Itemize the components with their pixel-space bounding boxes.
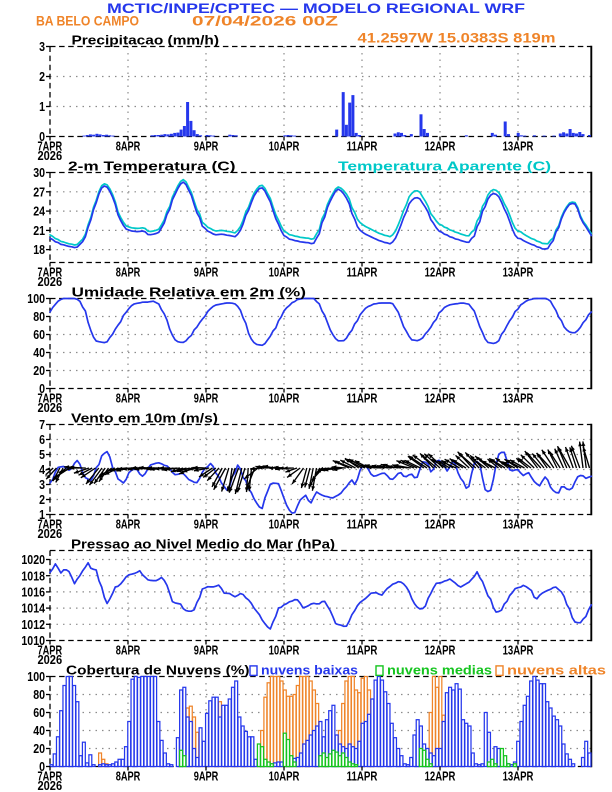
svg-text:3: 3	[39, 40, 45, 54]
svg-text:2026: 2026	[38, 275, 63, 289]
svg-text:Vento em 10m (m/s): Vento em 10m (m/s)	[71, 411, 218, 426]
svg-text:80: 80	[33, 688, 45, 702]
svg-text:24: 24	[33, 205, 45, 219]
svg-text:MCTIC/INPE/CPTEC — MODELO REGI: MCTIC/INPE/CPTEC — MODELO REGIONAL WRF	[107, 1, 525, 17]
svg-text:13APR: 13APR	[503, 391, 534, 405]
svg-text:11APR: 11APR	[347, 769, 378, 783]
svg-text:13APR: 13APR	[503, 769, 534, 783]
svg-text:7APR: 7APR	[38, 769, 63, 783]
svg-text:nuvens altas: nuvens altas	[507, 663, 606, 678]
svg-text:0: 0	[39, 130, 45, 144]
svg-text:12APR: 12APR	[425, 265, 456, 279]
svg-text:2026: 2026	[38, 149, 63, 163]
svg-text:40: 40	[33, 346, 45, 360]
svg-text:20: 20	[33, 742, 45, 756]
svg-text:10APR: 10APR	[269, 643, 300, 657]
svg-text:5: 5	[39, 448, 45, 462]
svg-text:13APR: 13APR	[503, 139, 534, 153]
svg-text:Cobertura de Nuvens (%): Cobertura de Nuvens (%)	[66, 663, 250, 678]
svg-text:11APR: 11APR	[347, 265, 378, 279]
svg-text:7: 7	[39, 418, 45, 432]
svg-text:9APR: 9APR	[194, 517, 219, 531]
svg-text:40: 40	[33, 724, 45, 738]
svg-text:Umidade Relativa em 2m (%): Umidade Relativa em 2m (%)	[72, 285, 307, 300]
svg-text:10APR: 10APR	[269, 139, 300, 153]
svg-text:30: 30	[33, 166, 45, 180]
svg-text:9APR: 9APR	[194, 265, 219, 279]
svg-text:8APR: 8APR	[116, 517, 141, 531]
svg-text:1014: 1014	[21, 602, 45, 616]
svg-text:Precipitacao (mm/h): Precipitacao (mm/h)	[72, 33, 220, 48]
svg-text:2026: 2026	[38, 653, 63, 667]
svg-text:12APR: 12APR	[425, 769, 456, 783]
svg-text:nuvens medias: nuvens medias	[387, 663, 492, 678]
svg-text:18: 18	[33, 243, 45, 257]
svg-text:60: 60	[33, 706, 45, 720]
svg-text:2-m Temperatura (C): 2-m Temperatura (C)	[68, 159, 236, 174]
svg-text:10APR: 10APR	[269, 769, 300, 783]
svg-text:11APR: 11APR	[347, 643, 378, 657]
svg-text:27: 27	[33, 185, 45, 199]
svg-text:1016: 1016	[21, 586, 45, 600]
svg-text:Temperatura Aparente (C): Temperatura Aparente (C)	[338, 159, 551, 174]
svg-text:12APR: 12APR	[425, 391, 456, 405]
svg-text:11APR: 11APR	[347, 517, 378, 531]
svg-text:1018: 1018	[21, 569, 45, 583]
svg-text:9APR: 9APR	[194, 643, 219, 657]
svg-text:7APR: 7APR	[38, 391, 63, 405]
svg-text:6: 6	[39, 433, 45, 447]
svg-text:10APR: 10APR	[269, 517, 300, 531]
svg-text:1: 1	[39, 508, 45, 522]
svg-text:8APR: 8APR	[116, 643, 141, 657]
svg-text:7APR: 7APR	[38, 643, 63, 657]
svg-text:2026: 2026	[38, 401, 63, 415]
svg-text:12APR: 12APR	[425, 517, 456, 531]
svg-text:BA BELO CAMPO: BA BELO CAMPO	[36, 14, 139, 29]
svg-text:3: 3	[39, 478, 45, 492]
svg-text:9APR: 9APR	[194, 391, 219, 405]
svg-text:9APR: 9APR	[194, 769, 219, 783]
svg-text:10APR: 10APR	[269, 391, 300, 405]
svg-text:10APR: 10APR	[269, 265, 300, 279]
svg-text:13APR: 13APR	[503, 643, 534, 657]
svg-text:60: 60	[33, 328, 45, 342]
svg-text:2: 2	[39, 493, 45, 507]
svg-text:1020: 1020	[21, 553, 45, 567]
svg-text:4: 4	[39, 463, 45, 477]
svg-text:21: 21	[33, 224, 45, 238]
svg-text:2026: 2026	[38, 527, 63, 541]
svg-text:20: 20	[33, 364, 45, 378]
svg-text:1010: 1010	[21, 634, 45, 648]
svg-text:12APR: 12APR	[425, 643, 456, 657]
svg-text:8APR: 8APR	[116, 769, 141, 783]
svg-text:1012: 1012	[21, 618, 45, 632]
svg-text:41.2597W 15.0383S 819m: 41.2597W 15.0383S 819m	[358, 30, 556, 45]
svg-text:13APR: 13APR	[503, 265, 534, 279]
svg-text:100: 100	[27, 292, 45, 306]
svg-text:07/04/2026 00Z: 07/04/2026 00Z	[192, 14, 338, 29]
svg-text:0: 0	[39, 382, 45, 396]
svg-text:2026: 2026	[38, 779, 63, 792]
svg-text:1: 1	[39, 100, 45, 114]
svg-text:100: 100	[27, 670, 45, 684]
svg-text:8APR: 8APR	[116, 265, 141, 279]
svg-text:0: 0	[39, 760, 45, 774]
svg-text:7APR: 7APR	[38, 139, 63, 153]
svg-text:7APR: 7APR	[38, 265, 63, 279]
svg-text:13APR: 13APR	[503, 517, 534, 531]
svg-text:11APR: 11APR	[347, 139, 378, 153]
svg-text:nuvens baixas: nuvens baixas	[261, 663, 358, 678]
svg-text:11APR: 11APR	[347, 391, 378, 405]
svg-text:2: 2	[39, 70, 45, 84]
svg-text:9APR: 9APR	[194, 139, 219, 153]
svg-text:Pressao ao Nivel Medio do Mar: Pressao ao Nivel Medio do Mar (hPa)	[71, 537, 335, 552]
svg-text:12APR: 12APR	[425, 139, 456, 153]
svg-text:80: 80	[33, 310, 45, 324]
svg-text:8APR: 8APR	[116, 139, 141, 153]
svg-text:8APR: 8APR	[116, 391, 141, 405]
svg-text:7APR: 7APR	[38, 517, 63, 531]
